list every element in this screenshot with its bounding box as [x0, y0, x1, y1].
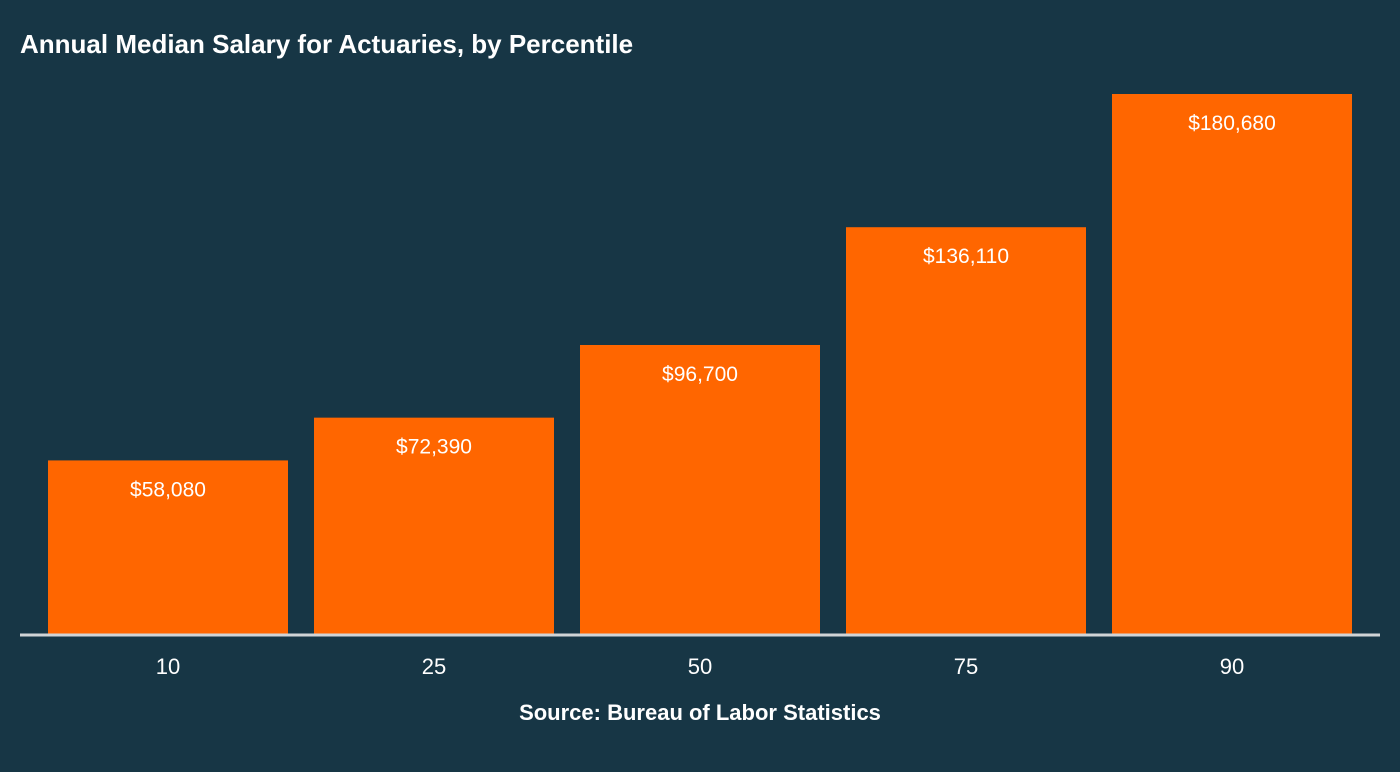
chart-title: Annual Median Salary for Actuaries, by P…	[20, 29, 633, 59]
bar-75	[846, 227, 1086, 634]
bar-90	[1112, 94, 1352, 634]
bar-value-label-75: $136,110	[923, 245, 1009, 268]
bars-group: $58,080 $72,390 $96,700 $136,110 $180,680	[48, 94, 1352, 634]
x-tick-label-10: 10	[156, 654, 180, 679]
bar-value-label-50: $96,700	[662, 363, 738, 386]
bar-value-label-10: $58,080	[130, 478, 206, 501]
bar-value-label-25: $72,390	[396, 436, 472, 459]
x-tick-label-90: 90	[1220, 654, 1244, 679]
x-tick-label-75: 75	[954, 654, 978, 679]
x-tick-label-25: 25	[422, 654, 446, 679]
source-label: Source: Bureau of Labor Statistics	[519, 700, 881, 725]
bar-10	[48, 460, 288, 634]
bar-25	[314, 417, 554, 634]
x-tick-labels: 10 25 50 75 90	[156, 654, 1244, 679]
x-tick-label-50: 50	[688, 654, 712, 679]
bar-value-label-90: $180,680	[1188, 112, 1276, 135]
bar-50	[580, 344, 820, 634]
